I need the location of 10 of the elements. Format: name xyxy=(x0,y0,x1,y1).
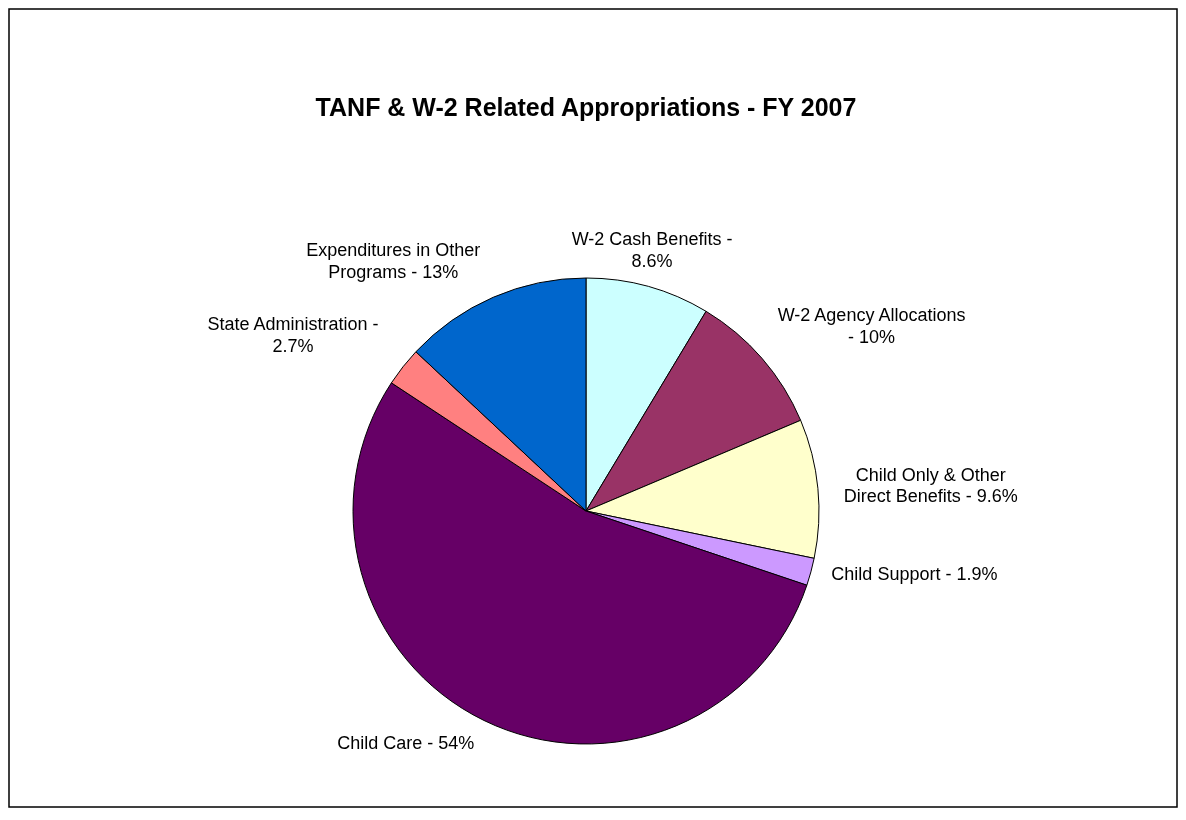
chart-title: TANF & W-2 Related Appropriations - FY 2007 xyxy=(315,93,857,121)
slice-label: Child Care - 54% xyxy=(337,733,475,754)
slice-label: State Administration - xyxy=(207,314,379,335)
data-label: 8.6% xyxy=(631,250,673,271)
data-label: 2.7% xyxy=(272,335,314,356)
slice-label: W-2 Agency Allocations - 10% xyxy=(777,305,966,347)
slice-label: Child Support - 1.9% xyxy=(831,564,998,585)
slice-label: W-2 Cash Benefits - xyxy=(571,229,733,250)
slice-label: Expenditures in Other Programs - 13% xyxy=(306,240,481,283)
slice-label: Child Only & Other Direct Benefits - 9.6% xyxy=(843,464,1018,507)
